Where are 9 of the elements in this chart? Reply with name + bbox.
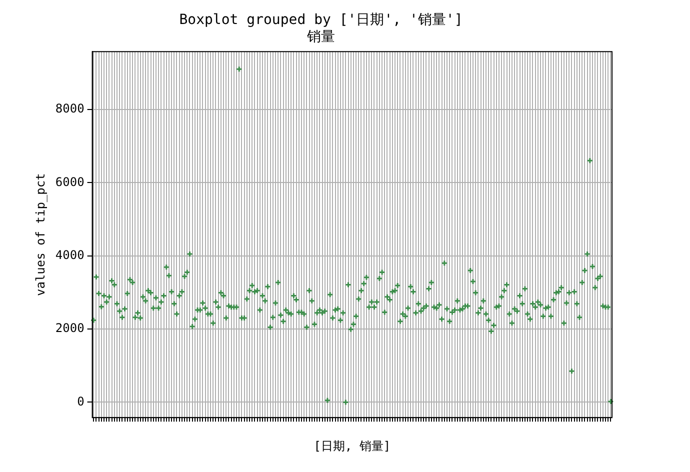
y-axis-title: values of tip_pct	[33, 173, 48, 296]
x-axis-title: [日期, 销量]	[314, 438, 391, 453]
y-tick-label: 8000	[55, 102, 84, 116]
y-tick-label: 4000	[55, 248, 84, 262]
y-tick-label: 0	[77, 394, 84, 408]
y-tick-label: 6000	[55, 174, 84, 189]
chart-title: Boxplot grouped by ['日期', '销量']	[179, 12, 463, 28]
y-tick-label: 2000	[55, 321, 84, 336]
chart-subtitle: 销量	[306, 28, 335, 45]
